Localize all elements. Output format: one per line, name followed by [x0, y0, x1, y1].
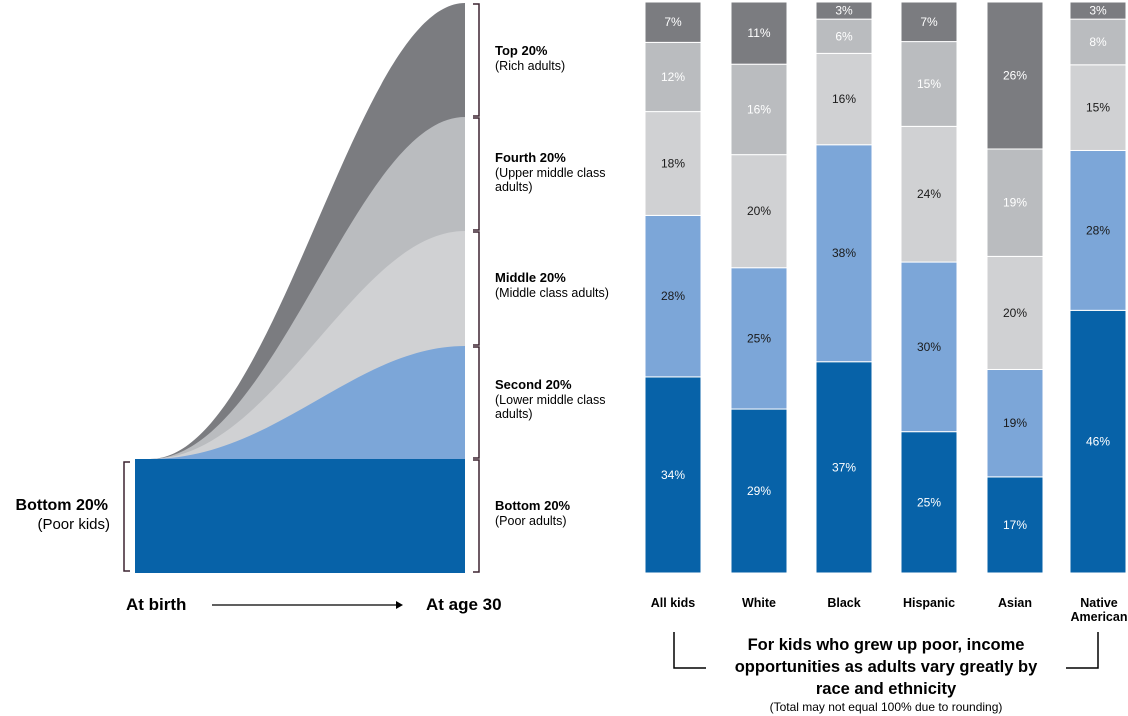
to-label: At age 30	[426, 595, 502, 614]
bar-value-label: 18%	[661, 156, 685, 170]
bar-value-label: 25%	[747, 331, 771, 345]
bar-value-label: 11%	[747, 26, 770, 40]
bar-value-label: 30%	[917, 340, 941, 354]
bar-value-label: 8%	[1089, 35, 1107, 49]
bar-value-label: 29%	[747, 484, 771, 498]
quintile-bracket	[473, 3, 480, 117]
bar-value-label: 6%	[835, 29, 853, 43]
quintile-bracket	[473, 117, 480, 231]
start-label-subtitle: (Poor kids)	[37, 516, 110, 533]
note-subtext: (Total may not equal 100% due to roundin…	[770, 700, 1003, 714]
bar-value-label: 19%	[1003, 416, 1027, 430]
income-flow-diagram	[135, 3, 465, 573]
bar-value-label: 16%	[832, 92, 856, 106]
bar-value-label: 12%	[661, 70, 685, 84]
flow-band-bottom	[135, 459, 465, 573]
quintile-bracket	[473, 231, 480, 346]
quintile-brackets	[473, 3, 480, 573]
flow-band-second	[150, 346, 465, 459]
bar-value-label: 25%	[917, 495, 941, 509]
quintile-bracket	[473, 459, 480, 573]
quintile-bracket	[473, 346, 480, 459]
category-label: All kids	[651, 596, 696, 610]
time-arrow-head	[396, 601, 403, 609]
bar-value-label: 19%	[1003, 196, 1027, 210]
quintile-label-second: adults)	[495, 407, 533, 421]
bar-segment-middle	[815, 52, 873, 146]
bar-segment-top	[644, 1, 702, 43]
bar-segment-second	[644, 214, 702, 378]
bar-segment-bottom	[815, 361, 873, 574]
bar-segment-fourth	[730, 63, 788, 156]
bar-value-label: 20%	[1003, 306, 1027, 320]
quintile-label-middle: Middle 20%	[495, 270, 566, 285]
bar-segment-fourth	[644, 41, 702, 113]
bar-value-label: 3%	[835, 4, 853, 18]
bar-segment-bottom	[986, 476, 1044, 574]
bar-segment-fourth	[815, 18, 873, 54]
quintile-label-second: (Lower middle class	[495, 393, 605, 407]
note-line-1: For kids who grew up poor, income	[748, 636, 1025, 654]
quintile-label-second: Second 20%	[495, 377, 572, 392]
quintile-label-fourth: adults)	[495, 180, 533, 194]
bar-segment-bottom	[644, 376, 702, 574]
bar-value-label: 24%	[917, 187, 941, 201]
bar-value-label: 16%	[747, 102, 771, 116]
bar-segment-middle	[900, 125, 958, 263]
bar-segment-middle	[986, 255, 1044, 370]
stacked-bars: 34% 28% 18% 12% 7% 29% 25% 20% 16% 11% 37% 38% 16% 6%…	[644, 1, 1127, 574]
quintile-label-fourth: Fourth 20%	[495, 150, 566, 165]
category-label: Hispanic	[903, 596, 955, 610]
quintile-label-middle: (Middle class adults)	[495, 286, 609, 300]
bar-value-label: 17%	[1003, 518, 1027, 532]
note-line-3: race and ethnicity	[816, 680, 957, 698]
bar-segment-second	[815, 144, 873, 363]
bar-segment-middle	[644, 111, 702, 216]
bar-value-label: 37%	[832, 460, 856, 474]
bar-segment-top	[1069, 1, 1127, 20]
quintile-label-top: (Rich adults)	[495, 59, 565, 73]
bar-segment-second	[986, 368, 1044, 478]
note-line-2: opportunities as adults vary greatly by	[735, 658, 1038, 676]
quintile-label-top: Top 20%	[495, 43, 548, 58]
start-bracket	[123, 461, 130, 572]
bar-value-label: 3%	[1089, 4, 1107, 18]
category-labels: All kids White Black Hispanic Asian NativeAme…	[651, 596, 1128, 624]
bar-value-label: 28%	[661, 289, 685, 303]
bar-segment-second	[900, 261, 958, 433]
bar-segment-second	[1069, 149, 1127, 311]
bar-value-label: 15%	[917, 77, 941, 91]
category-label: Native	[1080, 596, 1118, 610]
bar-segment-top	[900, 1, 958, 43]
from-label: At birth	[126, 595, 186, 614]
bar-segment-bottom	[1069, 309, 1127, 574]
bar-value-label: 7%	[664, 15, 682, 29]
quintile-label-bottom: Bottom 20%	[495, 498, 571, 513]
bar-segment-top	[815, 1, 873, 20]
bar-segment-top	[730, 1, 788, 65]
bar-value-label: 26%	[1003, 68, 1027, 82]
quintile-label-fourth: (Upper middle class	[495, 166, 605, 180]
bar-value-label: 38%	[832, 246, 856, 260]
bar-value-label: 34%	[661, 468, 685, 482]
start-label-title: Bottom 20%	[16, 497, 108, 514]
quintile-labels: Top 20%(Rich adults) Fourth 20%(Upper mid…	[495, 43, 609, 528]
bar-value-label: 20%	[747, 204, 771, 218]
category-label: White	[742, 596, 776, 610]
category-label: Black	[827, 596, 860, 610]
bar-value-label: 7%	[920, 15, 938, 29]
bar-segment-top	[986, 1, 1044, 150]
note-bracket-right	[1066, 632, 1099, 669]
bar-value-label: 46%	[1086, 435, 1110, 449]
quintile-label-bottom: (Poor adults)	[495, 514, 567, 528]
category-label: American	[1071, 610, 1128, 624]
bar-segment-fourth	[986, 148, 1044, 257]
note-bracket-left	[673, 632, 706, 669]
category-label: Asian	[998, 596, 1032, 610]
bar-segment-bottom	[730, 408, 788, 574]
bar-value-label: 28%	[1086, 223, 1110, 237]
bar-segment-fourth	[1069, 18, 1127, 66]
bar-value-label: 15%	[1086, 101, 1110, 115]
